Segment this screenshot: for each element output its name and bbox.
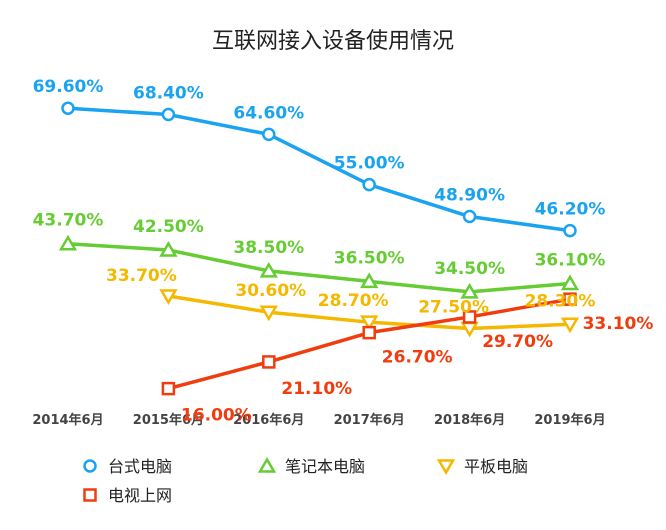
data-point — [362, 325, 376, 340]
data-label: 68.40% — [133, 84, 204, 104]
data-point — [360, 272, 379, 289]
legend-label: 平板电脑 — [464, 457, 528, 476]
legend-item: 台式电脑 — [83, 457, 172, 476]
data-label: 42.50% — [133, 217, 204, 237]
data-label: 30.60% — [235, 281, 306, 301]
data-point — [563, 223, 577, 238]
data-label: 28.30% — [525, 291, 596, 311]
data-point — [262, 127, 276, 142]
data-point — [159, 289, 178, 306]
data-label: 33.70% — [106, 266, 177, 286]
plot-area — [58, 101, 580, 396]
x-tick-label: 2017年6月 — [334, 412, 405, 428]
data-label: 55.00% — [334, 154, 405, 174]
legend-label: 电视上网 — [108, 486, 172, 505]
legend-label: 笔记本电脑 — [285, 457, 365, 476]
data-labels: 69.60% 68.40% 64.60% 55.00% 48.90% 46.20% 43.7… — [33, 77, 654, 425]
chart-title: 互联网接入设备使用情况 — [212, 29, 454, 54]
data-point — [161, 107, 176, 122]
legend-marker — [83, 459, 97, 473]
data-point — [462, 310, 477, 324]
data-label: 16.00% — [181, 406, 252, 426]
data-point — [360, 315, 379, 332]
legend-item: 笔记本电脑 — [257, 457, 365, 476]
data-point — [61, 101, 75, 115]
data-point — [161, 381, 176, 396]
data-label: 48.90% — [434, 186, 505, 206]
data-label: 27.50% — [418, 297, 489, 317]
data-label: 69.60% — [33, 77, 104, 97]
data-label: 36.10% — [535, 250, 606, 270]
x-tick-label: 2019年6月 — [534, 412, 605, 428]
data-label: 36.50% — [334, 248, 405, 268]
legend-marker — [83, 488, 97, 502]
data-point — [460, 321, 479, 338]
data-label: 46.20% — [535, 200, 606, 220]
data-label: 64.60% — [233, 103, 304, 123]
data-label: 29.70% — [482, 332, 553, 352]
series-line — [66, 241, 572, 294]
legend-label: 台式电脑 — [108, 457, 172, 476]
series-line — [66, 106, 572, 233]
data-label: 26.70% — [382, 348, 453, 368]
data-point — [58, 234, 78, 251]
data-label: 43.70% — [33, 211, 104, 231]
data-point — [259, 261, 278, 278]
data-point — [560, 317, 580, 334]
legend-marker — [257, 457, 277, 473]
x-tick-label: 2018年6月 — [434, 412, 505, 428]
data-point — [460, 282, 479, 299]
data-point — [563, 292, 577, 306]
x-tick-label: 2016年6月 — [233, 412, 304, 428]
data-label: 21.10% — [281, 379, 352, 399]
data-point — [259, 305, 278, 322]
data-point — [462, 209, 477, 224]
data-point — [560, 274, 580, 291]
x-tick-label: 2015年6月 — [133, 412, 204, 428]
data-label: 33.10% — [583, 314, 654, 334]
data-label: 28.70% — [318, 291, 389, 311]
x-axis-ticks: 2014年6月 2015年6月 2016年6月 2017年6月 2018年6月 2019年… — [32, 412, 605, 428]
data-point — [159, 241, 178, 257]
data-point — [262, 355, 276, 369]
legend-marker — [436, 459, 456, 475]
legend-item: 电视上网 — [83, 486, 172, 505]
x-tick-label: 2014年6月 — [32, 412, 103, 428]
data-label: 38.50% — [233, 238, 304, 258]
data-point — [362, 177, 376, 192]
data-label: 34.50% — [434, 259, 505, 279]
legend-item: 平板电脑 — [436, 457, 528, 476]
